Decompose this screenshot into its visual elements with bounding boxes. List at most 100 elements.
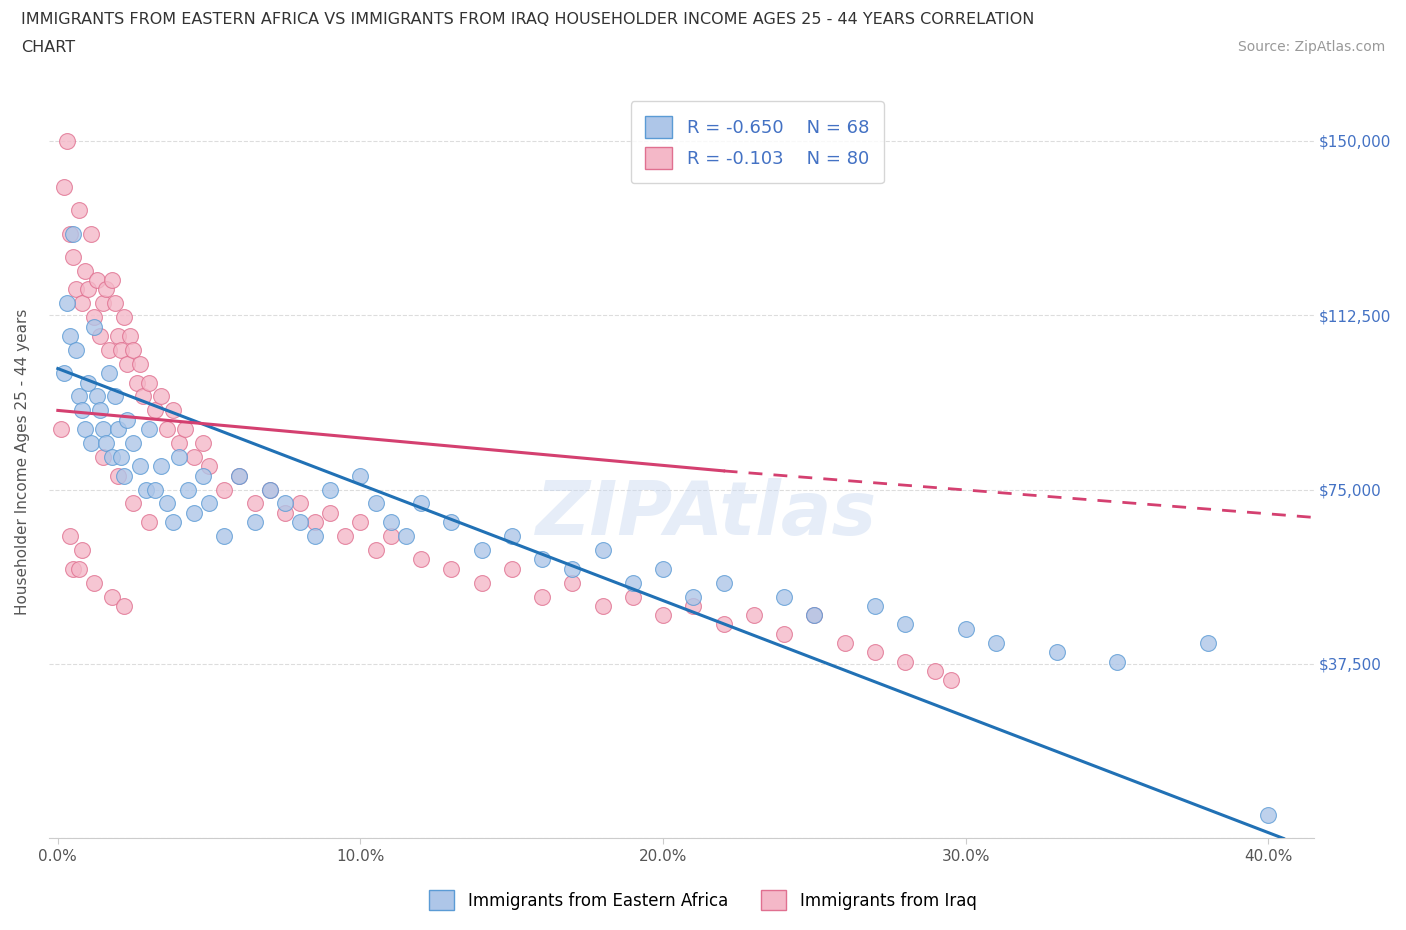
Point: [349, 468, 371, 483]
Point: [67, 389, 90, 404]
Point: [128, 356, 150, 371]
Point: [167, 449, 190, 464]
Point: [122, 435, 145, 450]
Point: [91, 449, 114, 464]
Point: [149, 458, 172, 473]
Point: [162, 514, 184, 529]
Point: [288, 514, 311, 529]
Point: [1257, 808, 1279, 823]
Point: [112, 310, 135, 325]
Point: [243, 496, 266, 511]
Point: [773, 626, 796, 641]
Point: [364, 496, 387, 511]
Point: [80, 226, 103, 241]
Point: [228, 468, 250, 483]
Point: [143, 482, 166, 497]
Point: [120, 328, 142, 343]
Point: [380, 528, 402, 543]
Point: [228, 468, 250, 483]
Point: [59, 226, 82, 241]
Point: [773, 589, 796, 604]
Point: [56, 296, 79, 311]
Point: [440, 561, 463, 576]
Point: [183, 449, 205, 464]
Point: [652, 561, 675, 576]
Point: [167, 435, 190, 450]
Point: [110, 449, 132, 464]
Point: [98, 342, 121, 357]
Point: [621, 589, 644, 604]
Point: [131, 389, 153, 404]
Point: [259, 482, 281, 497]
Point: [96, 282, 118, 297]
Point: [83, 575, 105, 590]
Point: [531, 589, 554, 604]
Point: [191, 435, 214, 450]
Point: [380, 514, 402, 529]
Legend: Immigrants from Eastern Africa, Immigrants from Iraq: Immigrants from Eastern Africa, Immigran…: [423, 884, 983, 917]
Point: [59, 528, 82, 543]
Point: [652, 607, 675, 622]
Point: [107, 421, 129, 436]
Point: [138, 375, 160, 390]
Point: [96, 435, 118, 450]
Point: [501, 561, 523, 576]
Point: [214, 528, 236, 543]
Point: [128, 458, 150, 473]
Text: IMMIGRANTS FROM EASTERN AFRICA VS IMMIGRANTS FROM IRAQ HOUSEHOLDER INCOME AGES 2: IMMIGRANTS FROM EASTERN AFRICA VS IMMIGR…: [21, 12, 1035, 27]
Point: [621, 575, 644, 590]
Point: [304, 528, 326, 543]
Point: [117, 412, 139, 427]
Point: [1197, 635, 1219, 650]
Point: [104, 389, 127, 404]
Point: [89, 328, 111, 343]
Point: [894, 617, 917, 631]
Point: [59, 328, 82, 343]
Point: [149, 389, 172, 404]
Point: [107, 468, 129, 483]
Point: [183, 505, 205, 520]
Point: [65, 282, 87, 297]
Point: [65, 342, 87, 357]
Point: [713, 617, 735, 631]
Point: [894, 654, 917, 669]
Point: [91, 296, 114, 311]
Point: [83, 319, 105, 334]
Text: Source: ZipAtlas.com: Source: ZipAtlas.com: [1237, 40, 1385, 54]
Point: [70, 296, 93, 311]
Point: [319, 482, 342, 497]
Point: [86, 272, 108, 287]
Point: [104, 296, 127, 311]
Point: [49, 421, 72, 436]
Point: [156, 421, 179, 436]
Point: [1105, 654, 1128, 669]
Point: [274, 505, 297, 520]
Point: [67, 561, 90, 576]
Point: [742, 607, 765, 622]
Point: [395, 528, 418, 543]
Point: [75, 421, 97, 436]
Point: [62, 226, 84, 241]
Point: [863, 644, 886, 659]
Point: [77, 375, 100, 390]
Point: [924, 663, 946, 678]
Point: [274, 496, 297, 511]
Point: [101, 272, 124, 287]
Point: [70, 542, 93, 557]
Point: [939, 672, 962, 687]
Point: [67, 203, 90, 218]
Point: [162, 403, 184, 418]
Point: [288, 496, 311, 511]
Point: [561, 561, 583, 576]
Point: [470, 542, 492, 557]
Point: [531, 551, 554, 566]
Point: [89, 403, 111, 418]
Point: [70, 403, 93, 418]
Point: [52, 179, 75, 194]
Point: [470, 575, 492, 590]
Point: [501, 528, 523, 543]
Point: [98, 365, 121, 380]
Point: [198, 458, 221, 473]
Point: [561, 575, 583, 590]
Point: [86, 389, 108, 404]
